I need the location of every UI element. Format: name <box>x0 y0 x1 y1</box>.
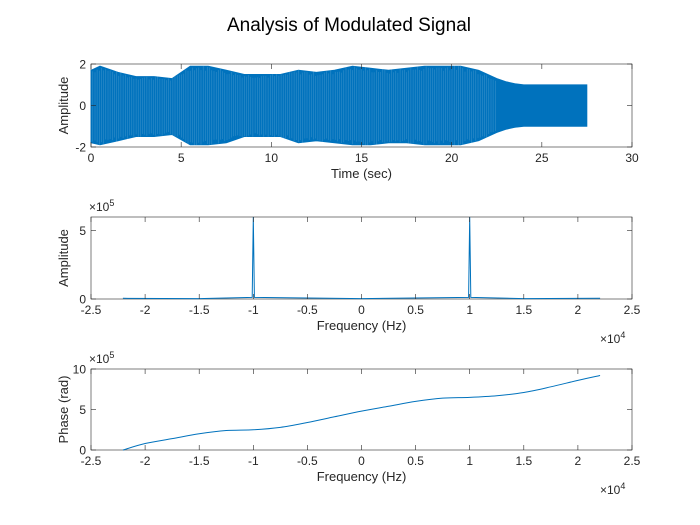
y-exponent-label: ×105 <box>89 198 114 214</box>
plot-area <box>90 216 633 300</box>
plot-area <box>90 368 633 451</box>
x-tick-label: 30 <box>625 151 639 165</box>
y-tick-label: -2 <box>75 141 86 155</box>
x-tick-label: 10 <box>265 151 279 165</box>
axes-phase-spectrum: -2.5 -2 -1.5 -1 -0.5 0 0.5 1 1.5 2 2.5 0 5 10 Frequenc… <box>56 350 641 497</box>
y-tick-label: 5 <box>79 403 86 417</box>
x-tick-label: 0 <box>88 151 95 165</box>
x-axis-label: Frequency (Hz) <box>317 469 407 484</box>
x-axis-label: Frequency (Hz) <box>317 318 407 333</box>
y-axis-label: Phase (rad) <box>56 376 71 444</box>
x-axis-label: Time (sec) <box>331 166 392 181</box>
y-tick-label: 10 <box>73 363 87 377</box>
figure-title: Analysis of Modulated Signal <box>227 15 471 36</box>
x-tick-label: 0.5 <box>407 454 424 468</box>
y-tick-label: 0 <box>79 293 86 307</box>
signal-texture <box>92 65 496 146</box>
x-tick-label: -0.5 <box>297 454 318 468</box>
phase-spectrum-series <box>122 374 601 451</box>
x-tick-label: 0 <box>358 303 365 317</box>
x-tick-label: 5 <box>178 151 185 165</box>
x-tick-label: 1 <box>466 454 473 468</box>
x-tick-label: 1.5 <box>515 454 532 468</box>
x-tick-label: -1 <box>248 454 259 468</box>
x-tick-label: -2.5 <box>81 454 102 468</box>
x-tick-label: -2 <box>140 454 151 468</box>
signal-envelope-series <box>90 65 588 146</box>
x-tick-label: 2.5 <box>624 303 641 317</box>
x-exponent-label: ×104 <box>600 481 625 497</box>
x-tick-label: -1.5 <box>189 303 210 317</box>
x-tick-label: -2 <box>140 303 151 317</box>
y-exponent-label: ×105 <box>89 350 114 366</box>
y-tick-label: 0 <box>79 444 86 458</box>
x-tick-label: 2 <box>575 303 582 317</box>
x-exponent-label: ×104 <box>600 330 625 346</box>
x-tick-label: 0.5 <box>407 303 424 317</box>
y-axis-label: Amplitude <box>56 229 71 287</box>
y-axis-label: Amplitude <box>56 77 71 135</box>
y-tick-label: 2 <box>79 58 86 72</box>
x-tick-label: -1.5 <box>189 454 210 468</box>
x-tick-label: 0 <box>358 454 365 468</box>
x-tick-label: -1 <box>248 303 259 317</box>
y-tick-label: 0 <box>79 99 86 113</box>
y-tick-label: 5 <box>79 224 86 238</box>
x-tick-label: -0.5 <box>297 303 318 317</box>
x-tick-label: 2 <box>575 454 582 468</box>
x-tick-label: 25 <box>535 151 549 165</box>
x-tick-label: 1.5 <box>515 303 532 317</box>
x-tick-label: 1 <box>466 303 473 317</box>
x-tick-label: 20 <box>445 151 459 165</box>
x-tick-label: -2.5 <box>81 303 102 317</box>
axes-magnitude-spectrum: -2.5 -2 -1.5 -1 -0.5 0 0.5 1 1.5 2 2.5 0 5 Frequency … <box>56 198 641 346</box>
x-tick-label: 2.5 <box>624 454 641 468</box>
x-tick-label: 15 <box>355 151 369 165</box>
